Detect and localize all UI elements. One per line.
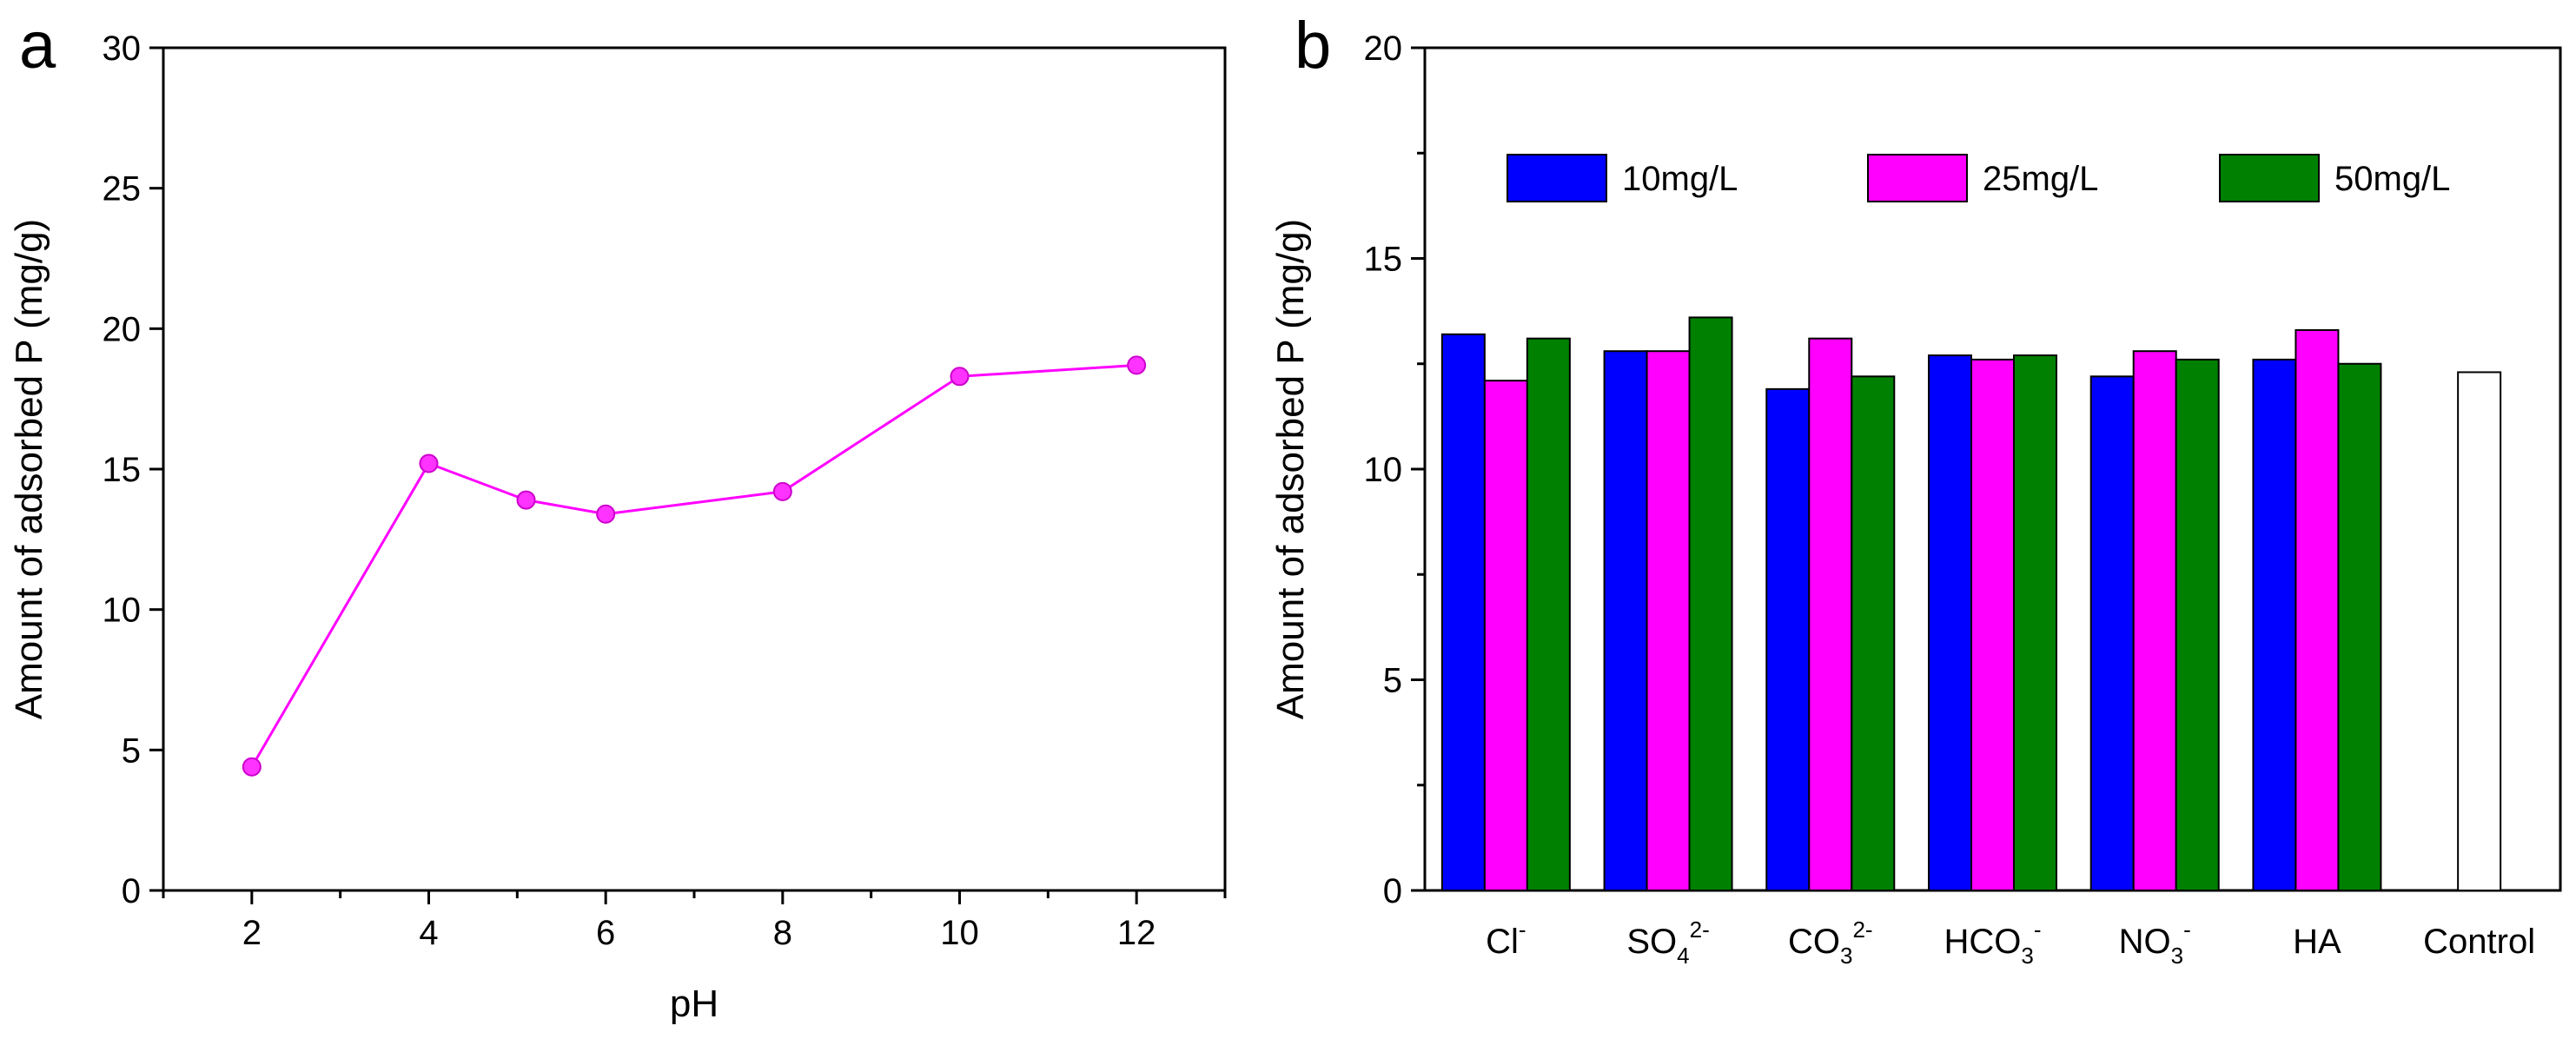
panel-b-bar: [1440, 333, 1486, 891]
panel-a-letter: a: [19, 9, 56, 83]
panel-a-y-tick-label: 25: [103, 170, 142, 208]
panel-a-data-point: [772, 481, 792, 501]
panel-a-x-tick-label: 4: [419, 914, 438, 952]
panel-b-legend-swatch: [1507, 154, 1607, 202]
panel-a-series: [242, 355, 1147, 777]
panel-b-legend-swatch: [2219, 154, 2320, 202]
panel-b-bar-chart: b 0 5 10 15 20 Cl- SO42- CO32- HCO3- NO3- HA Contr…: [1269, 9, 2562, 969]
panel-b-bar: [1808, 337, 1853, 891]
panel-a-y-tick-label: 0: [122, 872, 141, 910]
panel-b-category-label: CO32-: [1788, 917, 1873, 969]
panel-a-data-point: [596, 504, 616, 524]
panel-a-data-point: [950, 367, 970, 387]
panel-b-bars: [1440, 316, 2502, 892]
panel-a-data-point: [242, 757, 262, 777]
panel-b-control-bar: [2457, 371, 2502, 891]
panel-b-bar: [1483, 380, 1528, 891]
panel-a-line-chart: a 0 5 10 15 20 25 30 2 4 6 8 10 12 pH Amount of adso…: [8, 9, 1227, 1025]
panel-b-category-label: Cl-: [1486, 917, 1526, 961]
panel-b-bar: [2089, 375, 2135, 891]
panel-b-bar: [2013, 354, 2057, 891]
panel-b-category-label: HA: [2293, 923, 2341, 961]
panel-a-y-axis-title: Amount of adsorbed P (mg/g): [8, 219, 50, 719]
panel-b-legend-label: 10mg/L: [1622, 160, 1738, 198]
panel-a-y-tick-label: 10: [103, 592, 142, 630]
panel-b-category-label: SO42-: [1626, 917, 1709, 969]
panel-b-legend-swatch: [1867, 154, 1968, 202]
panel-b-category-label: NO3-: [2119, 917, 2191, 969]
panel-a-data-point: [516, 490, 536, 510]
panel-b-bar: [1688, 316, 1733, 891]
panel-b-y-tick-label: 0: [1383, 872, 1402, 910]
panel-b-bar: [2295, 328, 2340, 891]
panel-b-category-label: HCO3-: [1944, 917, 2041, 969]
panel-b-bar: [2337, 362, 2382, 891]
panel-b-bar: [1765, 387, 1811, 892]
panel-a-ticks: 0 5 10 15 20 25 30 2 4 6 8 10 12: [103, 30, 1227, 952]
panel-b-bar: [1526, 337, 1571, 891]
panel-a-x-tick-label: 12: [1117, 914, 1156, 952]
panel-b-bar: [2132, 350, 2177, 891]
panel-b-bar: [1970, 358, 2015, 891]
panel-a-x-tick-label: 2: [242, 914, 262, 952]
panel-a-x-tick-label: 10: [940, 914, 979, 952]
panel-a-x-axis-title: pH: [670, 983, 718, 1025]
panel-b-bar: [1646, 350, 1691, 891]
panel-a-y-tick-label: 20: [103, 310, 142, 348]
panel-b-y-tick-label: 10: [1364, 451, 1403, 489]
panel-a-data-point: [419, 453, 439, 473]
panel-a-x-tick-label: 6: [596, 914, 615, 952]
panel-b-bar: [1851, 375, 1896, 891]
panel-b-y-tick-label: 5: [1383, 662, 1402, 700]
panel-b-category-label: Control: [2423, 923, 2535, 961]
panel-b-legend: 10mg/L 25mg/L 50mg/L: [1507, 154, 2450, 202]
panel-b-y-axis-title: Amount of adsorbed P (mg/g): [1269, 219, 1312, 719]
panel-a-y-tick-label: 15: [103, 451, 142, 489]
panel-a-y-tick-label: 30: [103, 30, 142, 68]
panel-a-plot-frame: [162, 46, 1227, 892]
panel-b-ticks: 0 5 10 15 20: [1364, 30, 1425, 910]
panel-b-bar: [2175, 358, 2220, 891]
panel-b-category-labels: Cl- SO42- CO32- HCO3- NO3- HA Control: [1486, 917, 2535, 969]
panel-b-legend-label: 25mg/L: [1983, 160, 2098, 198]
panel-a-y-tick-label: 5: [122, 731, 141, 770]
panel-b-bar: [2252, 358, 2297, 891]
panel-a-data-line: [250, 363, 1137, 768]
panel-b-bar: [1928, 354, 1972, 891]
panel-b-letter: b: [1295, 9, 1331, 83]
panel-a-data-point: [1127, 355, 1147, 375]
panel-b-y-tick-label: 15: [1364, 241, 1403, 279]
panel-b-legend-label: 50mg/L: [2334, 160, 2450, 198]
panel-b-bar: [1603, 350, 1648, 891]
panel-a-x-tick-label: 8: [773, 914, 792, 952]
panel-b-y-tick-label: 20: [1364, 30, 1403, 68]
